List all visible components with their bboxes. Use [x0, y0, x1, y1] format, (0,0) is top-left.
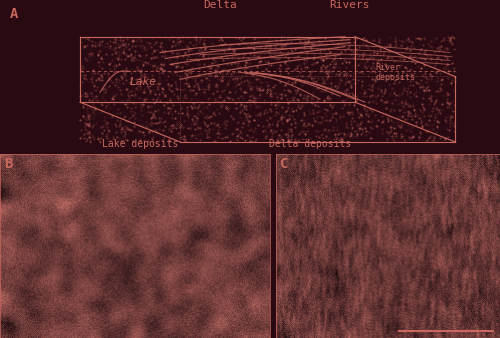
Text: River
deposits: River deposits [375, 63, 415, 82]
Text: Rivers: Rivers [330, 0, 370, 10]
Text: C: C [280, 158, 288, 171]
Text: A: A [10, 7, 18, 21]
Text: B: B [4, 158, 12, 171]
Text: Lake deposits: Lake deposits [102, 139, 178, 149]
Text: Lake: Lake [130, 77, 157, 87]
Text: Delta: Delta [203, 0, 237, 10]
Text: Delta deposits: Delta deposits [269, 139, 351, 149]
